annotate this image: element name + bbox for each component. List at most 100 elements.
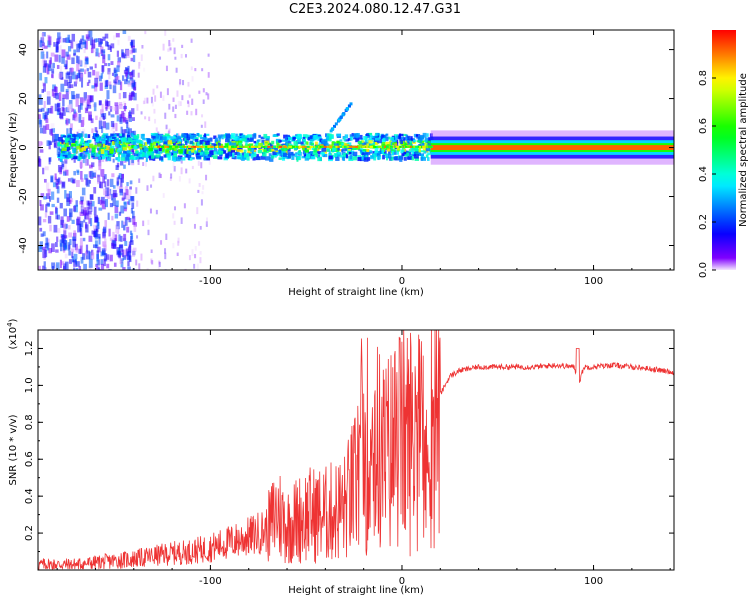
spectral-blob <box>415 134 419 137</box>
spectral-blob <box>390 136 395 141</box>
spectral-blob <box>247 146 252 151</box>
carrier-core <box>396 145 400 148</box>
noise-speck <box>84 157 88 166</box>
noise-speck <box>169 43 172 47</box>
colorbar-label: Normalized spectral amplitude <box>738 73 749 227</box>
noise-speck <box>59 180 62 184</box>
spectral-blob <box>334 143 339 148</box>
spectral-blob <box>387 153 392 159</box>
spectral-blob <box>150 139 155 145</box>
noise-speck <box>130 135 134 139</box>
spectral-blob <box>198 152 204 156</box>
spectral-blob <box>239 133 243 136</box>
spectral-blob <box>101 139 107 144</box>
spectral-blob <box>106 157 111 161</box>
spectral-blob <box>402 138 405 143</box>
y-tick-label: 0.8 <box>24 414 35 430</box>
spectral-blob <box>419 140 425 144</box>
spectral-blob <box>313 148 317 153</box>
y-axis-label: Frequency (Hz) <box>8 112 19 188</box>
noise-speck <box>97 196 100 205</box>
noise-speck <box>96 265 99 270</box>
carrier-core <box>215 145 219 148</box>
noise-speck <box>122 187 127 193</box>
noise-speck <box>144 116 147 120</box>
spectral-blob <box>159 133 164 136</box>
noise-speck <box>112 243 117 249</box>
noise-speck <box>133 225 137 232</box>
noise-speck <box>144 30 147 35</box>
spectral-blob <box>140 154 143 158</box>
noise-speck <box>104 220 108 227</box>
noise-speck <box>186 110 189 115</box>
drift-blob <box>331 127 335 131</box>
spectral-blob <box>276 141 280 144</box>
spectral-blob <box>221 134 226 137</box>
noise-speck <box>122 255 127 260</box>
spectral-blob <box>188 150 194 154</box>
noise-speck <box>156 85 159 89</box>
noise-speck <box>164 248 167 254</box>
noise-speck <box>140 253 143 261</box>
noise-speck <box>67 225 71 230</box>
noise-speck <box>93 102 97 112</box>
noise-speck <box>39 200 42 206</box>
noise-speck <box>175 67 178 73</box>
spectral-blob <box>236 152 241 156</box>
spectral-blob <box>353 133 359 138</box>
spectral-blob <box>342 148 347 152</box>
noise-speck <box>186 100 189 104</box>
noise-speck <box>55 44 59 53</box>
noise-speck <box>52 62 55 69</box>
spectral-blob <box>258 134 261 138</box>
spectral-blob <box>149 157 153 161</box>
noise-speck <box>84 69 87 75</box>
spectral-blob <box>268 153 272 157</box>
noise-speck <box>118 211 122 216</box>
spectral-blob <box>326 133 332 139</box>
noise-speck <box>159 56 162 60</box>
noise-speck <box>101 65 105 72</box>
spectral-blob <box>237 137 240 141</box>
spectral-blob <box>213 155 218 159</box>
spectral-blob <box>144 141 148 147</box>
noise-speck <box>188 255 191 261</box>
noise-speck <box>51 128 56 133</box>
spectral-blob <box>79 149 83 153</box>
spectral-blob <box>110 142 113 146</box>
noise-speck <box>129 71 133 80</box>
spectral-blob <box>321 151 324 157</box>
spectral-blob <box>353 137 357 140</box>
spectral-blob <box>233 155 237 160</box>
carrier-core <box>367 145 371 148</box>
noise-speck <box>80 196 84 202</box>
spectral-blob <box>374 141 379 145</box>
noise-speck <box>107 54 111 61</box>
noise-speck <box>63 171 67 176</box>
spectral-blob <box>364 139 368 143</box>
noise-speck <box>124 67 128 71</box>
noise-speck <box>122 129 126 137</box>
spectral-blob <box>279 140 282 143</box>
noise-speck <box>80 170 83 180</box>
spectral-blob <box>250 147 255 153</box>
spectral-blob <box>355 138 360 143</box>
noise-speck <box>119 81 123 91</box>
noise-speck <box>194 246 197 251</box>
noise-speck <box>162 95 165 101</box>
noise-speck <box>73 253 78 260</box>
spectral-blob <box>116 149 122 153</box>
noise-speck <box>39 149 44 153</box>
spectral-blob <box>373 155 377 161</box>
spectral-blob <box>114 138 118 142</box>
spectral-blob <box>314 141 318 147</box>
noise-speck <box>131 82 136 87</box>
noise-speck <box>130 148 135 154</box>
spectral-blob <box>76 136 80 141</box>
noise-speck <box>50 52 55 57</box>
noise-speck <box>50 175 54 183</box>
noise-speck <box>95 244 99 249</box>
noise-speck <box>125 189 129 196</box>
spectral-blob <box>73 148 77 153</box>
spectral-blob <box>203 155 207 160</box>
